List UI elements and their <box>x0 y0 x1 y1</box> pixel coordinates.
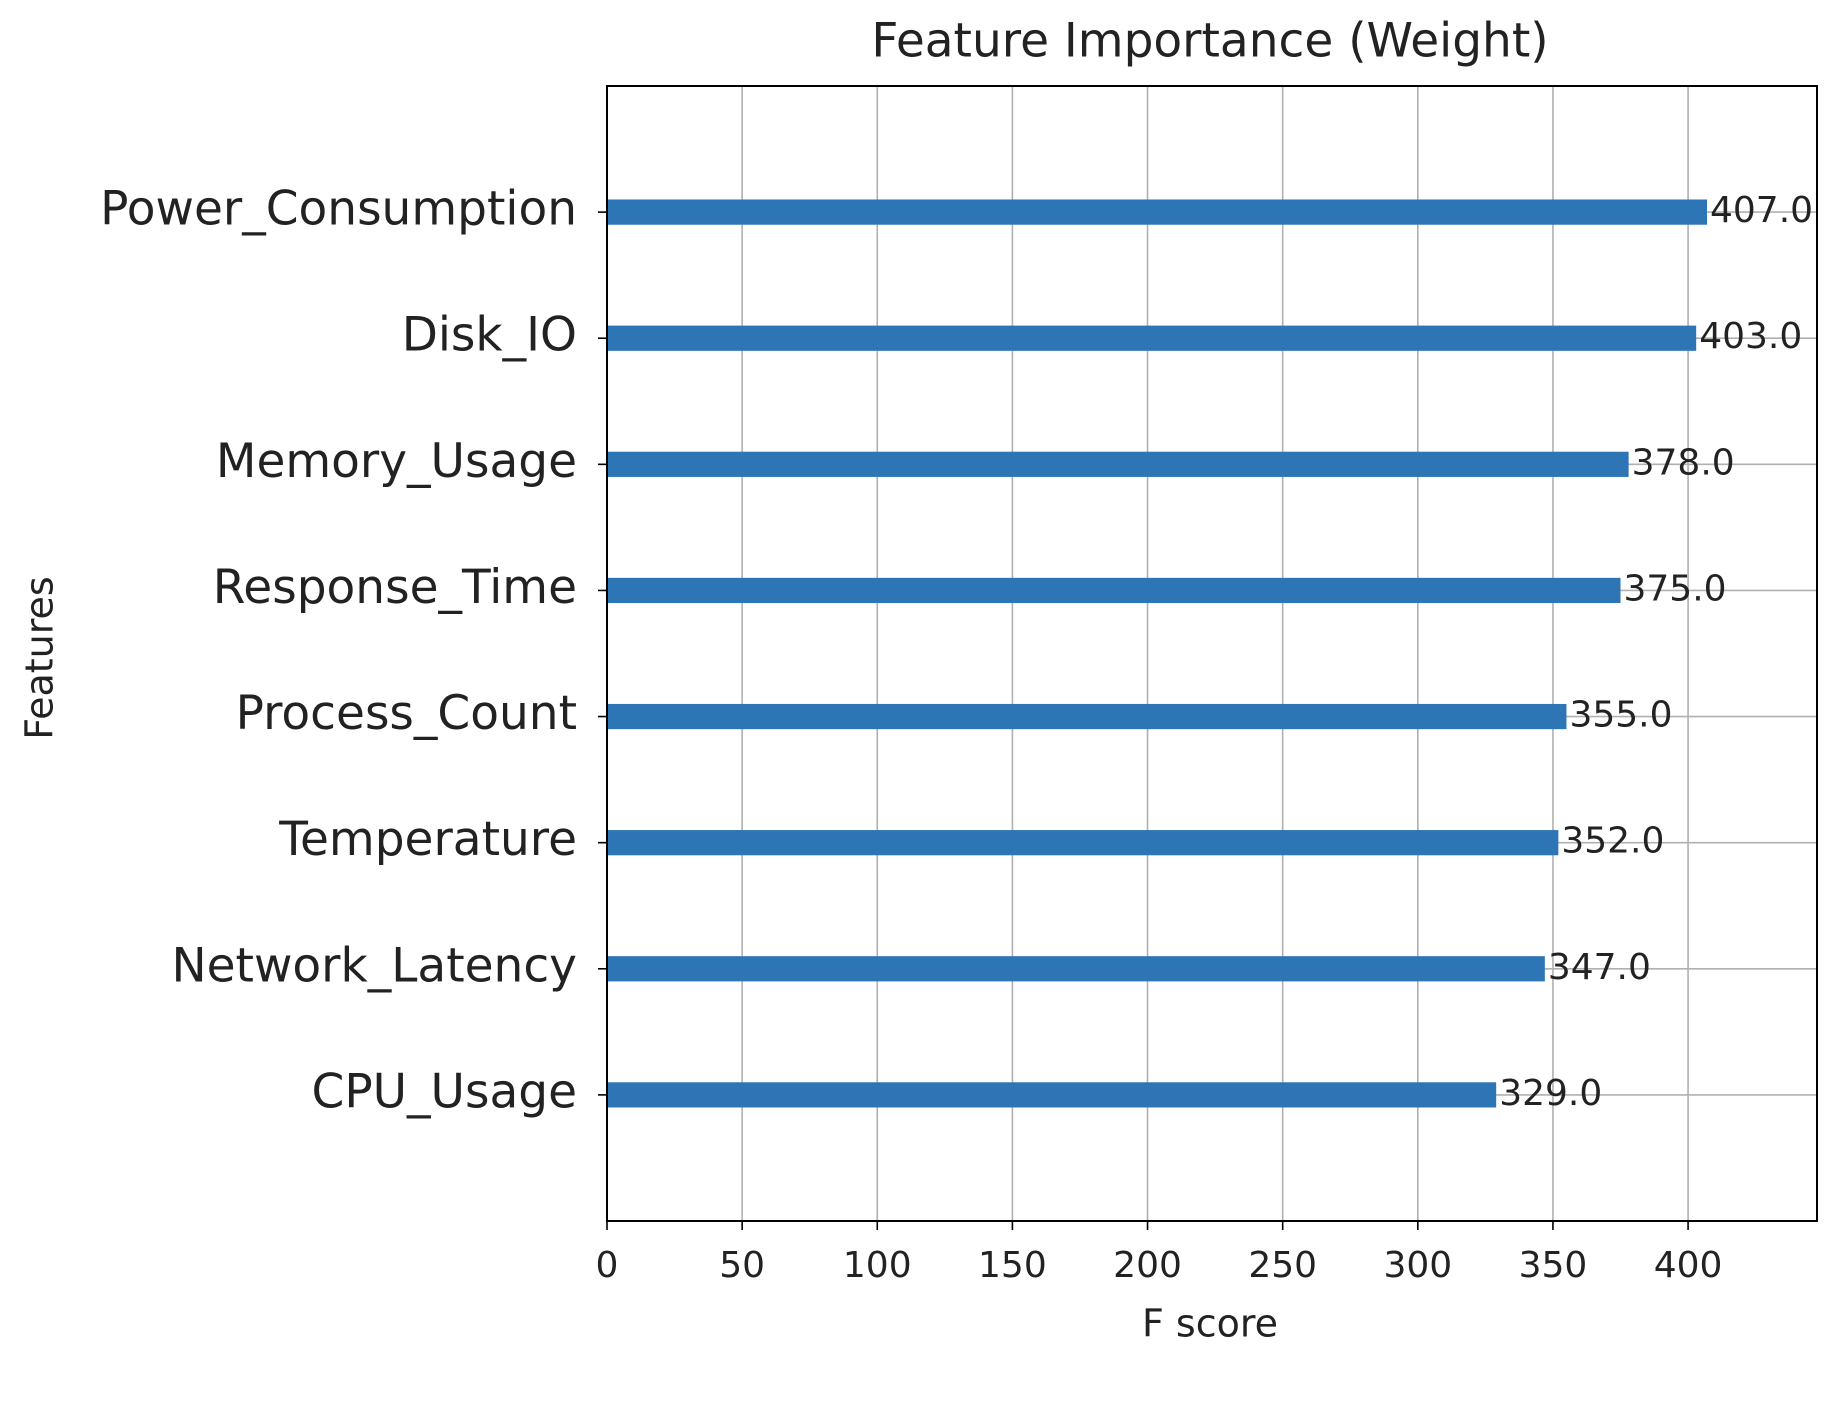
y-tick-label: Power_Consumption <box>100 182 577 237</box>
value-label: 329.0 <box>1499 1073 1602 1114</box>
y-tick-label: CPU_Usage <box>312 1064 578 1119</box>
bar <box>607 956 1545 982</box>
x-tick-label: 200 <box>1113 1245 1182 1286</box>
bar <box>607 830 1559 856</box>
y-tick-label: Temperature <box>278 812 577 867</box>
value-label: 352.0 <box>1561 821 1664 862</box>
bar <box>607 577 1621 604</box>
value-label: 378.0 <box>1632 442 1735 483</box>
value-label: 375.0 <box>1624 568 1727 609</box>
value-label: 355.0 <box>1569 695 1672 736</box>
chart-title: Feature Importance (Weight) <box>871 14 1548 69</box>
x-tick-label: 150 <box>978 1245 1047 1286</box>
bar <box>607 1082 1497 1108</box>
x-tick-label: 350 <box>1519 1245 1588 1286</box>
x-tick-label: 250 <box>1248 1245 1317 1286</box>
bar <box>607 451 1629 477</box>
bar <box>607 703 1567 730</box>
y-tick-label: Disk_IO <box>402 308 577 363</box>
bar <box>607 199 1707 225</box>
y-tick-label: Response_Time <box>213 560 577 615</box>
y-axis-label: Features <box>18 576 62 739</box>
value-label: 407.0 <box>1710 190 1813 231</box>
y-tick-label: Network_Latency <box>171 938 577 993</box>
x-axis-label: F score <box>1142 1302 1278 1346</box>
x-tick-label: 400 <box>1654 1245 1723 1286</box>
x-tick-label: 0 <box>596 1245 619 1286</box>
bar <box>607 325 1697 351</box>
plot-frame <box>606 85 1818 1222</box>
x-tick-label: 100 <box>843 1245 912 1286</box>
x-tick-label: 300 <box>1383 1245 1452 1286</box>
value-label: 403.0 <box>1699 316 1802 357</box>
x-tick-label: 50 <box>719 1245 765 1286</box>
y-tick-label: Process_Count <box>236 686 577 741</box>
y-tick-label: Memory_Usage <box>216 434 577 489</box>
value-label: 347.0 <box>1548 947 1651 988</box>
